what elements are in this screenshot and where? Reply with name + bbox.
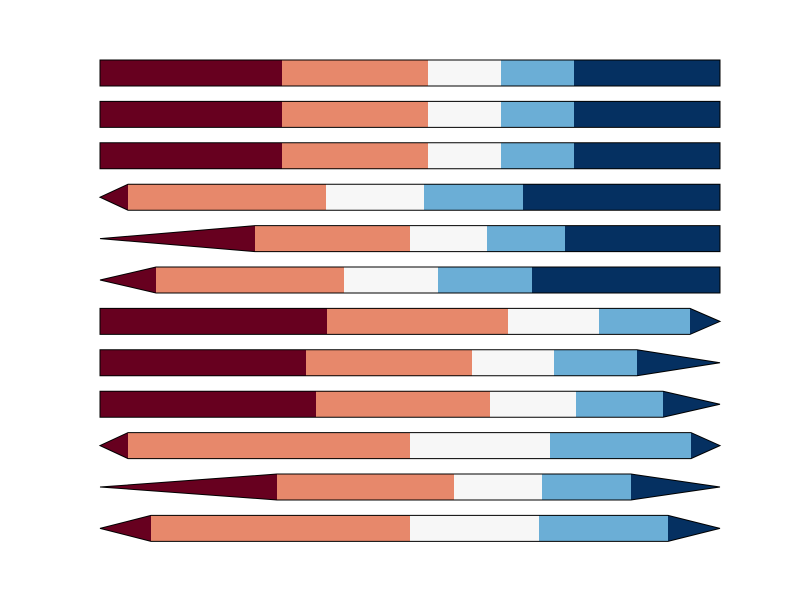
colorbar-segment — [574, 60, 720, 86]
colorbar-segment — [306, 349, 472, 376]
colorbar-segment — [574, 142, 720, 169]
colorbar-segment — [599, 308, 690, 335]
colorbar-segment — [424, 184, 523, 211]
colorbar-segment — [128, 432, 410, 459]
colorbar-segment — [428, 60, 501, 86]
colorbar-row-10 — [98, 432, 722, 460]
colorbar-segment — [151, 515, 410, 542]
colorbar-segment — [410, 432, 550, 459]
colorbar-segment — [501, 60, 574, 86]
colorbar-row-6 — [99, 266, 721, 294]
colorbar-segment — [327, 308, 508, 335]
colorbar-segment — [282, 60, 428, 86]
colorbar-row-1 — [99, 59, 721, 87]
colorbar-max-extension — [668, 515, 720, 542]
colorbar-min-extension — [100, 267, 156, 293]
colorbar-outline — [99, 100, 721, 128]
colorbar-outline — [99, 349, 721, 377]
colorbar-row-2 — [99, 100, 721, 128]
colorbar-outline — [99, 390, 721, 418]
colorbar-outline — [98, 432, 722, 460]
colorbar-segment — [501, 142, 574, 169]
colorbar-segment — [523, 184, 720, 211]
colorbar-min-extension — [100, 432, 128, 459]
colorbar-min-extension — [100, 225, 255, 252]
colorbar-outline — [99, 142, 721, 170]
colorbar-segment — [100, 142, 282, 169]
colorbar-segment — [282, 142, 428, 169]
colorbar-segment — [100, 101, 282, 128]
colorbar-segment — [255, 225, 410, 252]
colorbar-min-extension — [100, 184, 128, 211]
colorbar-segment — [326, 184, 424, 211]
colorbar-segment — [316, 391, 490, 418]
colorbar-outline — [99, 225, 721, 253]
colorbar-segment — [532, 267, 720, 293]
colorbar-segment — [454, 474, 542, 500]
colorbar-segment — [100, 308, 327, 335]
colorbar-outline — [99, 307, 722, 335]
colorbar-segment — [574, 101, 720, 128]
colorbar-segment — [542, 474, 631, 500]
colorbar-max-extension — [690, 308, 720, 335]
colorbar-segment — [576, 391, 663, 418]
colorbar-segment — [100, 391, 316, 418]
colorbar-max-extension — [637, 349, 720, 376]
colorbar-row-9 — [99, 390, 721, 418]
colorbar-segment — [277, 474, 454, 500]
colorbar-segment — [128, 184, 326, 211]
colorbar-row-5 — [99, 225, 721, 253]
colorbar-segment — [490, 391, 576, 418]
colorbar-segment — [100, 349, 306, 376]
colorbar-outline — [99, 59, 721, 87]
colorbar-outline — [99, 514, 721, 542]
colorbar-segment — [472, 349, 554, 376]
colorbar-row-7 — [99, 307, 722, 335]
colorbar-row-12 — [99, 514, 721, 542]
colorbar-segment — [410, 515, 539, 542]
colorbar-segment — [344, 267, 438, 293]
colorbar-row-11 — [99, 473, 721, 501]
colorbar-max-extension — [691, 432, 720, 459]
colorbar-segment — [487, 225, 565, 252]
colorbar-segment — [550, 432, 691, 459]
colorbar-segment — [428, 101, 501, 128]
colorbar-segment — [410, 225, 487, 252]
colorbar-segment — [282, 101, 428, 128]
colorbar-segment — [539, 515, 668, 542]
colorbar-segment — [156, 267, 344, 293]
colorbar-outline — [98, 183, 721, 211]
colorbar-max-extension — [663, 391, 720, 418]
colorbar-segment — [428, 142, 501, 169]
colorbar-segment — [554, 349, 637, 376]
colorbar-min-extension — [100, 515, 151, 542]
colorbar-min-extension — [100, 474, 277, 500]
colorbar-segment — [565, 225, 720, 252]
colorbar-row-3 — [99, 142, 721, 170]
colorbar-outline — [99, 473, 721, 501]
colorbar-max-extension — [631, 474, 720, 500]
colorbar-segment — [438, 267, 532, 293]
colorbar-segment — [100, 60, 282, 86]
colorbar-outline — [99, 266, 721, 294]
colorbar-row-4 — [98, 183, 721, 211]
colorbar-segment — [508, 308, 599, 335]
colorbar-row-8 — [99, 349, 721, 377]
colorbar-segment — [501, 101, 574, 128]
